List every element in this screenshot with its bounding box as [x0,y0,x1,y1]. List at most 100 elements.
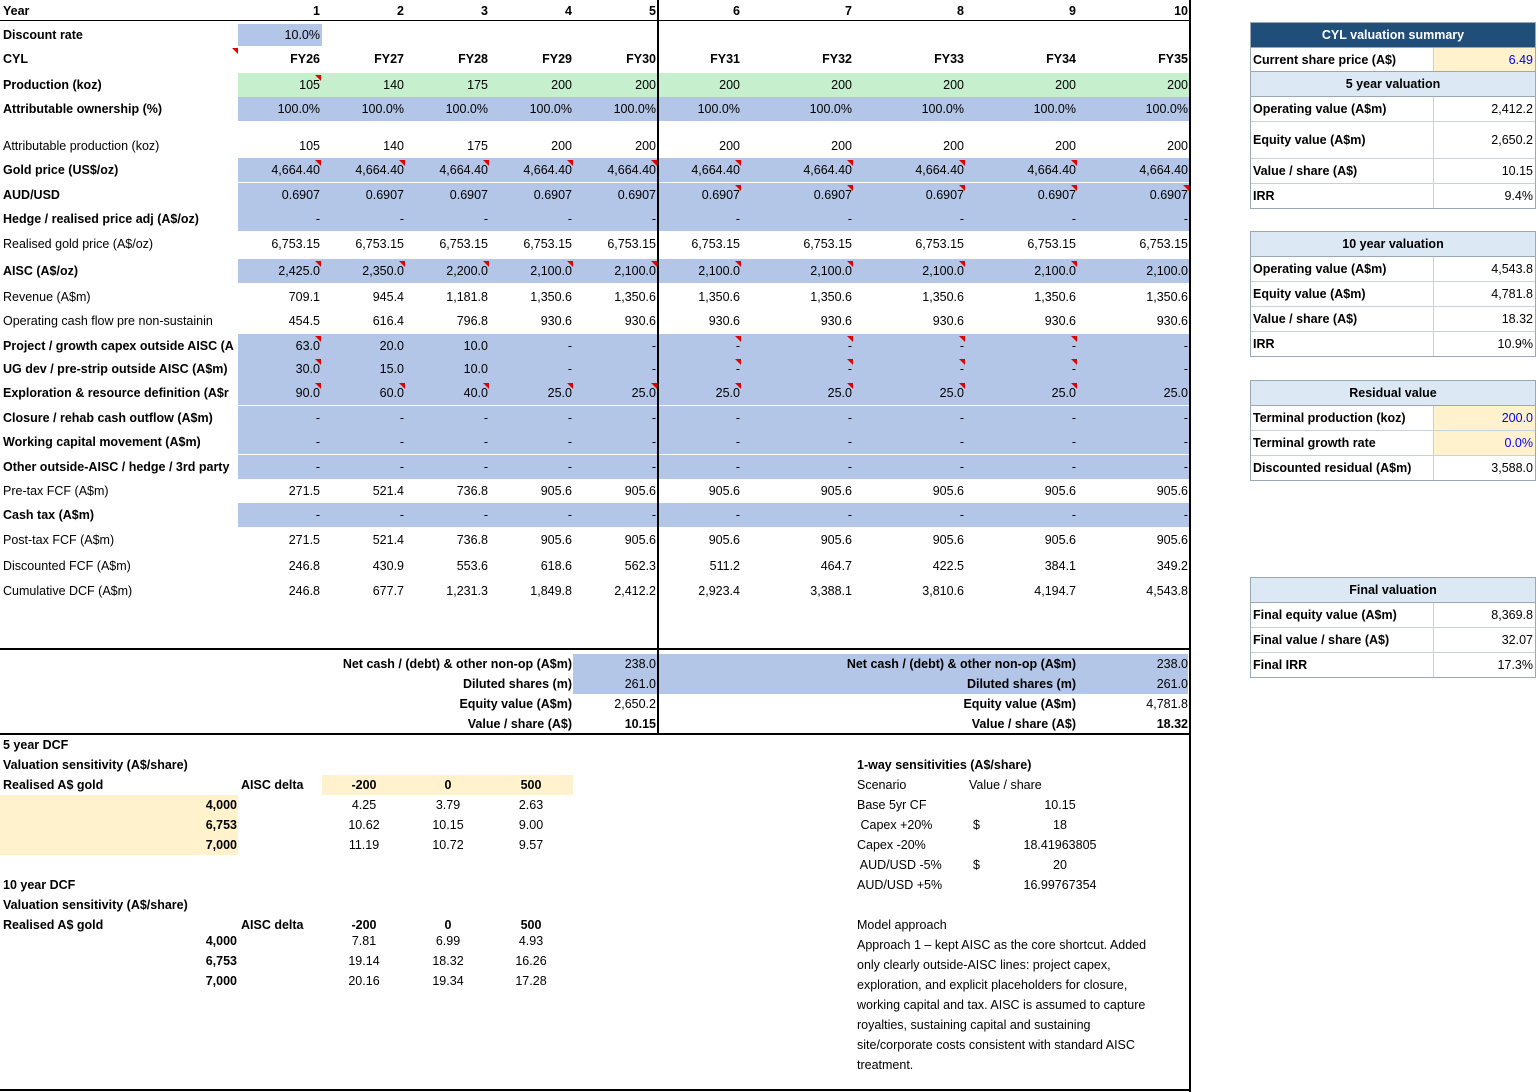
cell-project-9[interactable]: - [1071,339,1076,353]
cell-audusd-2[interactable]: 0.6907 [365,188,404,202]
current-share-price-value[interactable]: 6.49 [1433,48,1535,72]
cell-tax-5[interactable]: - [651,508,656,522]
cell-aisc-9[interactable]: 2,100.0 [1034,264,1076,278]
cell-aisc-2[interactable]: 2,350.0 [362,264,404,278]
cell-production-9[interactable]: 200 [1055,78,1076,92]
cell-other-8[interactable]: - [959,460,964,474]
cell-explor-6[interactable]: 25.0 [715,386,740,400]
cell-wc-7[interactable]: - [847,435,852,449]
cell-explor-3[interactable]: 40.0 [463,386,488,400]
cell-closure-4[interactable]: - [567,411,572,425]
cell-gold-9[interactable]: 4,664.40 [1027,163,1076,177]
cell-audusd-10[interactable]: 0.6907 [1149,188,1188,202]
cell-ugdev-4[interactable]: - [567,362,572,376]
cell-explor-1[interactable]: 90.0 [295,386,320,400]
cell-other-5[interactable]: - [651,460,656,474]
cell-gold-2[interactable]: 4,664.40 [355,163,404,177]
cell-closure-10[interactable]: - [1183,411,1188,425]
cell-gold-7[interactable]: 4,664.40 [803,163,852,177]
summary-row[interactable]: Terminal growth rate 0.0% [1251,431,1535,456]
cell-hedge-10[interactable]: - [1183,212,1188,226]
cell-ugdev-7[interactable]: - [847,362,852,376]
cell-closure-5[interactable]: - [651,411,656,425]
cell-wc-4[interactable]: - [567,435,572,449]
cell-other-3[interactable]: - [483,460,488,474]
cell-tax-9[interactable]: - [1071,508,1076,522]
cell-closure-6[interactable]: - [735,411,740,425]
cell-project-4[interactable]: - [567,339,572,353]
cell-ugdev-3[interactable]: 10.0 [463,362,488,376]
cell-aisc-4[interactable]: 2,100.0 [530,264,572,278]
cell-ownership-9[interactable]: 100.0% [1033,102,1076,116]
cell-production-7[interactable]: 200 [831,78,852,92]
sens-gold-value[interactable]: 6,753 [205,818,237,832]
cell-discount-1[interactable]: 10.0% [284,28,320,42]
cell-aisc-8[interactable]: 2,100.0 [922,264,964,278]
sens-col-header[interactable]: -200 [351,778,377,792]
cell-explor-9[interactable]: 25.0 [1051,386,1076,400]
cell-explor-8[interactable]: 25.0 [939,386,964,400]
summary-row-value[interactable]: 0.0% [1433,431,1535,455]
cell-hedge-1[interactable]: - [315,212,320,226]
cell-ownership-10[interactable]: 100.0% [1145,102,1188,116]
cell-aisc-7[interactable]: 2,100.0 [810,264,852,278]
cell-closure-8[interactable]: - [959,411,964,425]
cell-ownership-5[interactable]: 100.0% [613,102,656,116]
cell-closure-3[interactable]: - [483,411,488,425]
cell-audusd-3[interactable]: 0.6907 [449,188,488,202]
sens-gold-value[interactable]: 7,000 [205,838,237,852]
cell-ugdev-5[interactable]: - [651,362,656,376]
sens-gold-value[interactable]: 4,000 [205,798,237,812]
cell-tax-2[interactable]: - [399,508,404,522]
cell-project-5[interactable]: - [651,339,656,353]
cell-project-3[interactable]: 10.0 [463,339,488,353]
cell-hedge-3[interactable]: - [483,212,488,226]
cell-ugdev-1[interactable]: 30.0 [295,362,320,376]
cell-hedge-2[interactable]: - [399,212,404,226]
cell-audusd-4[interactable]: 0.6907 [533,188,572,202]
cell-production-6[interactable]: 200 [719,78,740,92]
cell-ownership-6[interactable]: 100.0% [697,102,740,116]
cell-wc-1[interactable]: - [315,435,320,449]
cell-production-10[interactable]: 200 [1167,78,1188,92]
cell-gold-10[interactable]: 4,664.40 [1139,163,1188,177]
summary-row-value[interactable]: 200.0 [1433,406,1535,430]
cell-other-9[interactable]: - [1071,460,1076,474]
sens-col-header[interactable]: 0 [444,778,452,792]
cell-tax-1[interactable]: - [315,508,320,522]
cell-explor-10[interactable]: 25.0 [1163,386,1188,400]
cell-tax-10[interactable]: - [1183,508,1188,522]
cell-ugdev-9[interactable]: - [1071,362,1076,376]
cell-other-4[interactable]: - [567,460,572,474]
cell-wc-9[interactable]: - [1071,435,1076,449]
cell-ugdev-6[interactable]: - [735,362,740,376]
cell-ownership-4[interactable]: 100.0% [529,102,572,116]
cell-audusd-8[interactable]: 0.6907 [925,188,964,202]
cell-tax-7[interactable]: - [847,508,852,522]
cell-aisc-5[interactable]: 2,100.0 [614,264,656,278]
cell-ugdev-10[interactable]: - [1183,362,1188,376]
cell-closure-9[interactable]: - [1071,411,1076,425]
sens-col-header[interactable]: 500 [520,778,542,792]
cell-other-10[interactable]: - [1183,460,1188,474]
bridge-value[interactable]: 238.0 [1156,657,1188,671]
cell-wc-3[interactable]: - [483,435,488,449]
cell-other-7[interactable]: - [847,460,852,474]
cell-hedge-8[interactable]: - [959,212,964,226]
cell-ugdev-2[interactable]: 15.0 [379,362,404,376]
cell-ownership-8[interactable]: 100.0% [921,102,964,116]
cell-audusd-6[interactable]: 0.6907 [701,188,740,202]
cell-other-1[interactable]: - [315,460,320,474]
cell-closure-1[interactable]: - [315,411,320,425]
cell-tax-4[interactable]: - [567,508,572,522]
cell-aisc-10[interactable]: 2,100.0 [1146,264,1188,278]
cell-production-2[interactable]: 140 [383,78,404,92]
cell-wc-2[interactable]: - [399,435,404,449]
cell-explor-7[interactable]: 25.0 [827,386,852,400]
cell-audusd-7[interactable]: 0.6907 [813,188,852,202]
cell-hedge-4[interactable]: - [567,212,572,226]
cell-project-10[interactable]: - [1183,339,1188,353]
cell-gold-6[interactable]: 4,664.40 [691,163,740,177]
cell-ownership-3[interactable]: 100.0% [445,102,488,116]
cell-wc-5[interactable]: - [651,435,656,449]
